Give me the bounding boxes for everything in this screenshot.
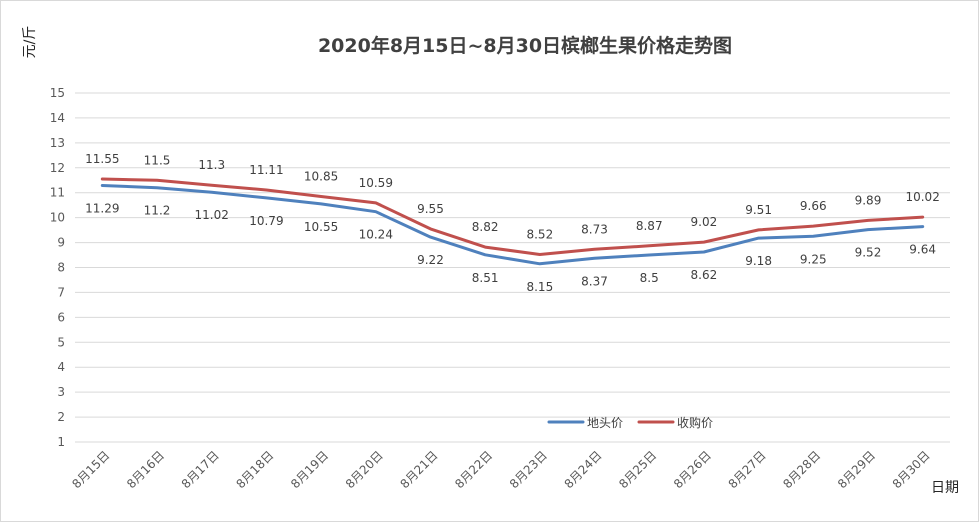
- chart-title: 2020年8月15日~8月30日槟榔生果价格走势图: [318, 34, 732, 57]
- data-label: 8.82: [472, 220, 499, 234]
- legend-label: 地头价: [587, 416, 623, 430]
- data-label: 8.5: [640, 271, 659, 285]
- y-axis-title: 元/斤: [22, 26, 38, 59]
- data-label: 9.64: [909, 243, 936, 257]
- data-label: 9.55: [417, 202, 444, 216]
- y-tick-label: 1: [57, 435, 65, 449]
- data-label: 11.5: [144, 153, 171, 167]
- data-label: 9.52: [855, 246, 882, 260]
- data-labels: 11.29 11.2 11.02 10.79 10.55 10.24 9.22 8.51 8.1…: [85, 152, 940, 294]
- data-label: 11.3: [198, 158, 225, 172]
- data-label: 9.51: [745, 203, 772, 217]
- series-line-2: [100, 177, 925, 256]
- data-label: 8.52: [526, 228, 553, 242]
- legend-label: 收购价: [677, 415, 713, 430]
- data-label: 10.85: [304, 169, 338, 183]
- y-tick-label: 3: [57, 385, 65, 399]
- y-tick-label: 5: [57, 335, 65, 349]
- data-label: 9.18: [745, 254, 772, 268]
- y-tick-label: 2: [57, 410, 65, 424]
- data-label: 11.55: [85, 152, 119, 166]
- data-label: 10.55: [304, 220, 338, 234]
- y-tick-label: 13: [50, 136, 65, 150]
- y-tick-label: 8: [57, 261, 65, 275]
- legend: 地头价 收购价: [547, 415, 713, 430]
- data-label: 11.2: [144, 204, 171, 218]
- series-line-1: [100, 184, 925, 266]
- data-label: 8.73: [581, 222, 608, 236]
- data-label: 8.87: [636, 219, 663, 233]
- data-label: 11.02: [195, 208, 229, 222]
- data-label: 11.11: [249, 163, 283, 177]
- y-tick-label: 9: [57, 236, 65, 250]
- y-tick-label: 14: [50, 111, 65, 125]
- data-label: 11.29: [85, 201, 119, 215]
- x-axis-title: 日期: [931, 480, 959, 496]
- data-label: 10.59: [359, 176, 393, 190]
- data-label: 8.62: [691, 268, 718, 282]
- data-label: 8.51: [472, 271, 499, 285]
- series-lines: [100, 177, 925, 266]
- data-label: 10.02: [905, 190, 939, 204]
- y-tick-label: 7: [57, 285, 65, 299]
- data-label: 8.15: [526, 280, 553, 294]
- y-tick-label: 11: [50, 186, 65, 200]
- data-label: 9.89: [855, 193, 882, 207]
- data-label: 9.25: [800, 252, 827, 266]
- data-label: 10.79: [249, 214, 283, 228]
- y-tick-label: 15: [50, 86, 65, 100]
- data-label: 10.24: [359, 228, 393, 242]
- data-label: 9.66: [800, 199, 827, 213]
- data-label: 8.37: [581, 274, 608, 288]
- data-label: 9.22: [417, 253, 444, 267]
- data-label: 9.02: [691, 215, 718, 229]
- y-tick-label: 12: [50, 161, 65, 175]
- y-tick-label: 6: [57, 310, 65, 324]
- y-tick-label: 10: [50, 211, 65, 225]
- y-tick-label: 4: [57, 360, 65, 374]
